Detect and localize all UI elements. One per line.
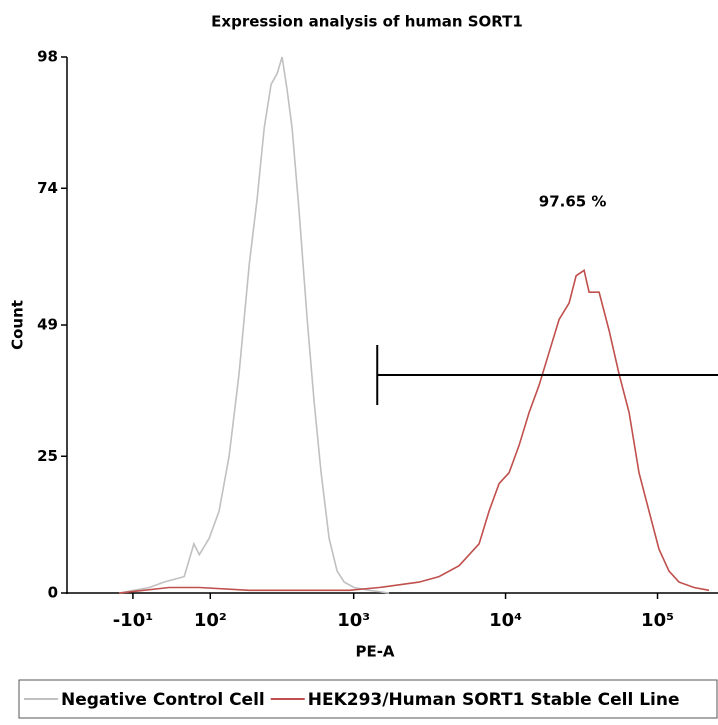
legend-label: HEK293/Human SORT1 Stable Cell Line: [308, 690, 680, 710]
legend-label: Negative Control Cell: [61, 690, 265, 710]
y-tick-label: 25: [37, 447, 58, 465]
x-tick-label: 10³: [337, 610, 370, 631]
y-tick-label: 98: [37, 48, 58, 66]
y-tick-label: 74: [37, 179, 58, 197]
y-tick-label: 49: [37, 316, 58, 334]
series-line: [119, 56, 390, 594]
x-axis-label: PE-A: [355, 643, 394, 661]
series-line: [119, 268, 710, 594]
legend-box: [18, 679, 718, 719]
x-tick-label: 10⁴: [489, 610, 522, 631]
x-tick-label: -10¹: [113, 610, 153, 631]
gate-label: 97.65 %: [539, 193, 607, 211]
chart-title: Expression analysis of human SORT1: [211, 13, 523, 31]
x-tick-label: 10⁵: [641, 610, 674, 631]
y-tick-label: 0: [48, 584, 58, 602]
y-axis-label: Count: [9, 300, 27, 350]
x-tick-label: 10²: [194, 610, 227, 631]
